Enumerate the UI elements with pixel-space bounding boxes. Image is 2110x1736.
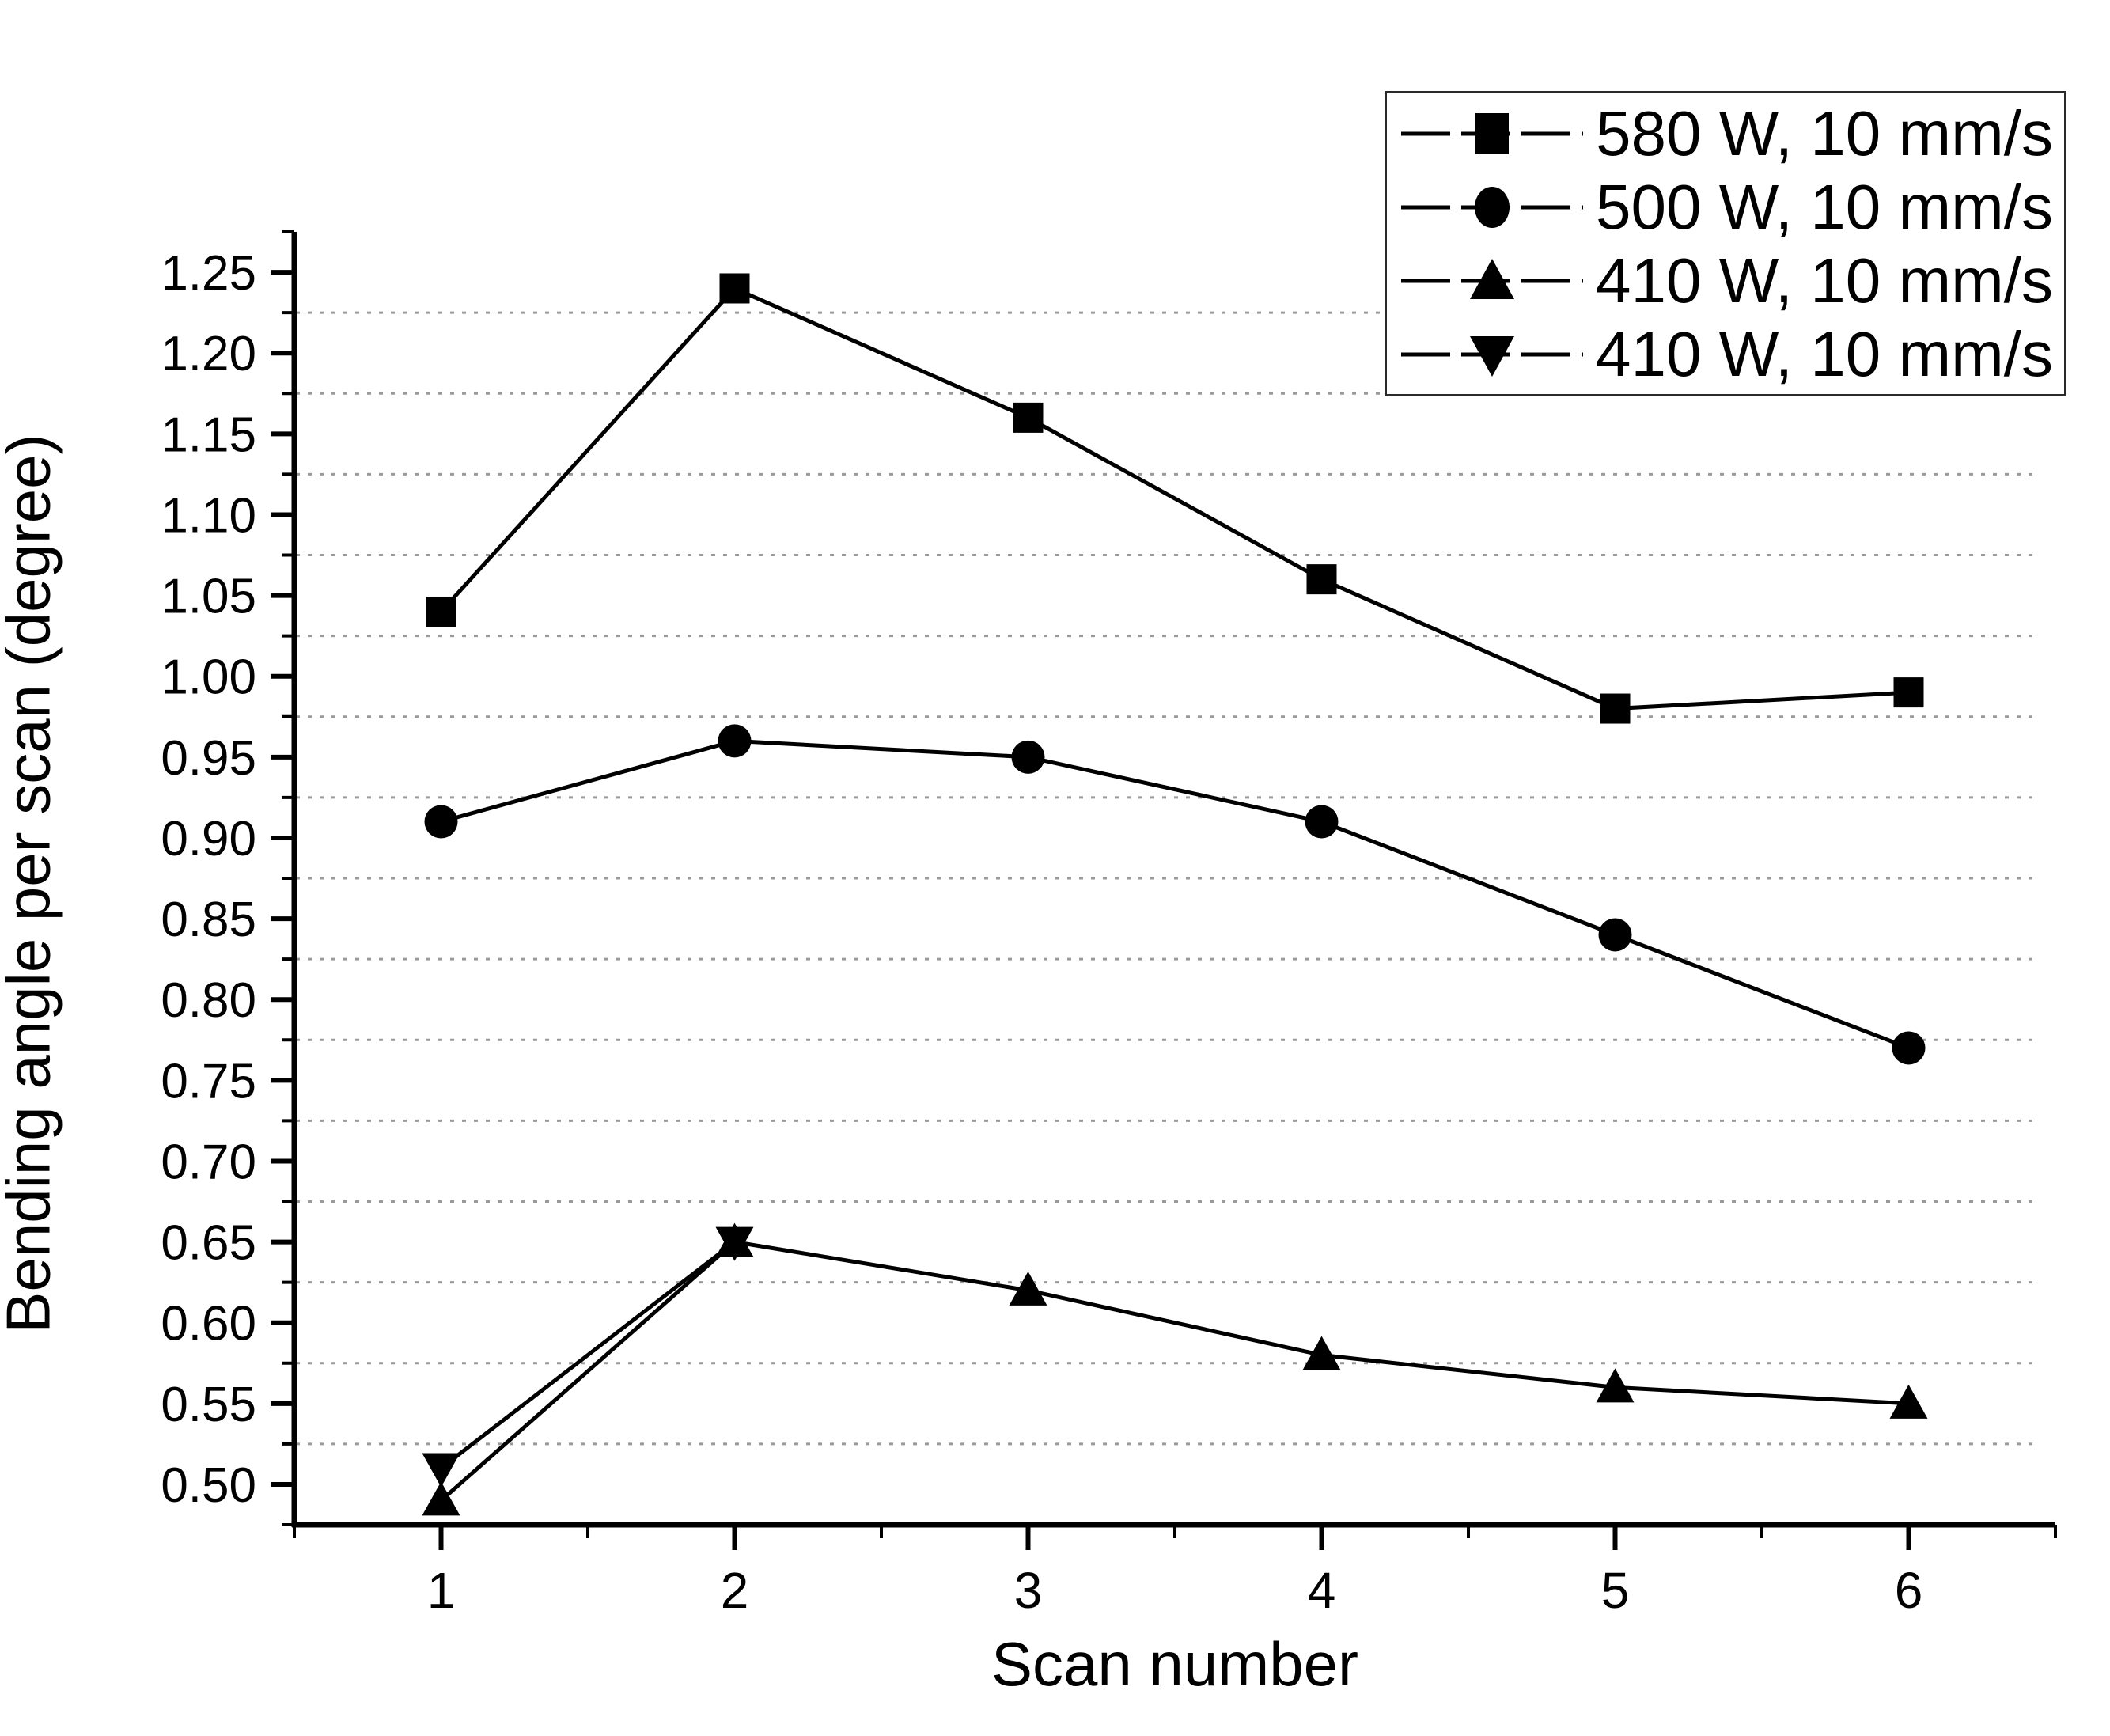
y-axis-title: Bending angle per scan (degree) [0, 434, 63, 1333]
y-tick-label: 0.60 [161, 1297, 256, 1351]
marker-square [1893, 677, 1924, 708]
y-tick-label: 0.90 [161, 812, 256, 866]
x-tick-label: 5 [1601, 1562, 1630, 1619]
x-tick-label: 2 [721, 1562, 749, 1619]
marker-circle [424, 805, 458, 839]
y-tick-label: 0.95 [161, 731, 256, 786]
marker-circle [718, 724, 752, 758]
legend-marker-square-icon [1401, 112, 1583, 154]
marker-triangle-down [715, 1226, 754, 1261]
y-tick-label: 0.85 [161, 893, 256, 947]
legend-label: 410 W, 10 mm/s [1596, 244, 2053, 316]
y-tick-label: 1.05 [161, 570, 256, 624]
y-tick-label: 0.80 [161, 973, 256, 1028]
y-tick-label: 0.50 [161, 1458, 256, 1513]
y-tick-label: 0.55 [161, 1378, 256, 1432]
marker-triangle-up [1302, 1336, 1341, 1370]
marker-triangle-up [1009, 1271, 1047, 1306]
x-tick-label: 1 [427, 1562, 456, 1619]
marker-circle [1305, 805, 1339, 839]
legend-row: 410 W, 10 mm/s [1401, 317, 2064, 391]
legend-label: 410 W, 10 mm/s [1596, 318, 2053, 389]
legend-row: 410 W, 10 mm/s [1401, 244, 2064, 317]
marker-triangle-up [422, 1481, 460, 1516]
marker-triangle-down [422, 1453, 460, 1488]
y-tick-label: 1.25 [161, 246, 256, 301]
legend-marker-triangle-up-icon [1401, 258, 1583, 299]
marker-triangle-up [1889, 1384, 1928, 1419]
legend-marker-triangle-down-icon [1401, 335, 1583, 377]
marker-square [719, 273, 750, 304]
series-line [439, 1240, 737, 1470]
y-tick-label: 0.75 [161, 1054, 256, 1109]
legend-label: 580 W, 10 mm/s [1596, 97, 2053, 169]
marker-square [1306, 564, 1337, 595]
legend-row: 500 W, 10 mm/s [1401, 170, 2064, 244]
legend-row: 580 W, 10 mm/s [1401, 97, 2064, 170]
y-tick-label: 0.65 [161, 1216, 256, 1271]
marker-circle [1892, 1031, 1926, 1065]
marker-square [426, 596, 456, 627]
marker-square [1600, 693, 1631, 724]
marker-circle [1598, 918, 1632, 952]
legend-box: 580 W, 10 mm/s 500 W, 10 mm/s 410 W, 10 mm… [1385, 91, 2066, 396]
y-tick-label: 1.15 [161, 407, 256, 462]
x-tick-label: 3 [1014, 1562, 1043, 1619]
x-axis-title: Scan number [991, 1629, 1358, 1699]
marker-square [1013, 402, 1044, 433]
marker-circle [1011, 740, 1045, 774]
series-line [440, 738, 1910, 1050]
marker-triangle-up [1596, 1368, 1635, 1403]
y-tick-label: 0.70 [161, 1135, 256, 1189]
y-tick-label: 1.00 [161, 650, 256, 705]
series-line [439, 286, 1909, 711]
legend-marker-circle-icon [1401, 186, 1583, 228]
y-tick-label: 1.20 [161, 327, 256, 381]
x-tick-label: 6 [1895, 1562, 1923, 1619]
legend-label: 500 W, 10 mm/s [1596, 171, 2053, 242]
y-tick-label: 1.10 [161, 488, 256, 543]
series-line [439, 1239, 1909, 1503]
x-tick-label: 4 [1308, 1562, 1336, 1619]
